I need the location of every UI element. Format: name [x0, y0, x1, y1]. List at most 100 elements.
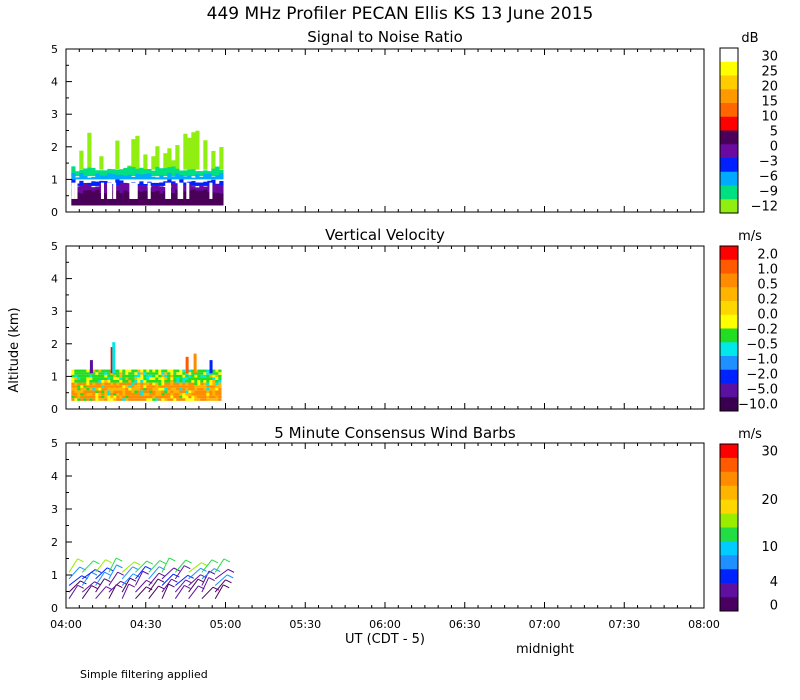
vv-cell — [74, 387, 78, 391]
vv-cell — [146, 390, 150, 394]
snr-cell — [99, 170, 104, 177]
vv-cell — [212, 372, 216, 375]
snr-cell — [111, 174, 116, 180]
vv-cell — [107, 382, 111, 386]
vv-cell — [134, 387, 138, 391]
y-tick-label: 5 — [51, 437, 58, 450]
snr-cell — [123, 190, 128, 206]
vv-cell — [176, 387, 180, 391]
vv-cell — [83, 387, 87, 391]
vv-cell — [125, 382, 129, 386]
snr-cell — [87, 182, 92, 186]
vv-cell — [89, 385, 93, 388]
snr-cell — [155, 177, 160, 180]
vv-cell — [116, 369, 120, 373]
vv-cell — [92, 393, 96, 396]
x-tick-label: 07:30 — [608, 618, 640, 631]
x-axis-note: midnight — [516, 642, 574, 657]
vv-cell — [107, 372, 111, 375]
vv-cell — [179, 382, 183, 386]
wind-barb-flag — [157, 578, 165, 583]
vv-cell — [173, 374, 177, 378]
vv-cell — [119, 379, 123, 383]
vv-cell — [146, 393, 150, 396]
vv-cell — [119, 374, 123, 378]
vv-cell — [155, 379, 159, 383]
vv-cell — [179, 372, 183, 375]
vv-cell — [182, 379, 186, 383]
vv-cell — [110, 372, 114, 375]
vv-cell — [101, 369, 105, 373]
vv-cell — [209, 398, 213, 401]
vv-cell — [155, 377, 159, 380]
colorbar-label: −5.0 — [746, 383, 778, 398]
vv-cell — [74, 385, 78, 388]
vv-cell — [167, 379, 171, 383]
vv-cell — [131, 382, 135, 386]
snr-cell — [219, 173, 224, 180]
vv-cell — [164, 393, 168, 396]
colorbar-label: 2.0 — [757, 248, 778, 263]
snr-cell — [187, 137, 192, 170]
snr-cell — [127, 166, 132, 177]
x-tick-label: 06:30 — [449, 618, 481, 631]
colorbar-swatch — [720, 499, 738, 514]
vv-cell — [137, 385, 141, 388]
vv-spike — [110, 347, 114, 374]
vv-cell — [197, 393, 201, 396]
vv-cell — [137, 393, 141, 396]
panel1-title: Signal to Noise Ratio — [307, 28, 463, 46]
vv-cell — [77, 372, 81, 375]
vv-cell — [149, 398, 153, 401]
vv-cell — [212, 387, 216, 391]
vv-cell — [125, 369, 129, 373]
vv-cell — [146, 377, 150, 380]
vv-cell — [194, 393, 198, 396]
wind-barb-flag — [91, 585, 98, 590]
wind-barb — [161, 573, 174, 586]
vv-cell — [206, 379, 210, 383]
vv-cell — [161, 369, 165, 373]
vv-cell — [113, 393, 117, 396]
vv-cell — [212, 369, 216, 373]
snr-cell — [195, 190, 200, 206]
wind-barb — [135, 580, 147, 593]
wind-barb — [201, 577, 210, 593]
vv-cell — [182, 372, 186, 375]
colorbar-label: −1.0 — [746, 353, 778, 368]
snr-cell — [83, 176, 88, 180]
plot-frame — [65, 442, 705, 609]
vv-cell — [149, 385, 153, 388]
snr-cell — [151, 170, 156, 177]
vv-cell — [137, 372, 141, 375]
snr-cell — [195, 130, 200, 170]
vv-cell — [155, 369, 159, 373]
vv-cell — [143, 390, 147, 394]
snr-cell — [163, 153, 168, 170]
vv-cell — [170, 395, 174, 399]
snr-cell — [95, 170, 100, 177]
vv-cell — [113, 382, 117, 386]
snr-cell — [171, 176, 176, 180]
vv-cell — [74, 369, 78, 373]
vv-cell — [173, 377, 177, 380]
vv-cell — [77, 369, 81, 373]
vv-cell — [116, 379, 120, 383]
vv-cell — [152, 398, 156, 401]
vv-cell — [176, 379, 180, 383]
vv-cell — [95, 387, 99, 391]
wind-barb-flag — [225, 579, 232, 584]
vv-cell — [191, 369, 195, 373]
vv-cell — [170, 379, 174, 383]
vv-cell — [161, 385, 165, 388]
vv-cell — [155, 374, 159, 378]
colorbar-label: 0 — [770, 598, 778, 613]
vv-cell — [110, 382, 114, 386]
wind-barb — [148, 572, 160, 586]
vv-cell — [203, 387, 207, 391]
vv-cell — [197, 377, 201, 380]
vv-cell — [104, 398, 108, 401]
snr-cell — [75, 192, 80, 206]
colorbar-swatch — [720, 287, 738, 302]
wind-barb — [68, 566, 81, 580]
